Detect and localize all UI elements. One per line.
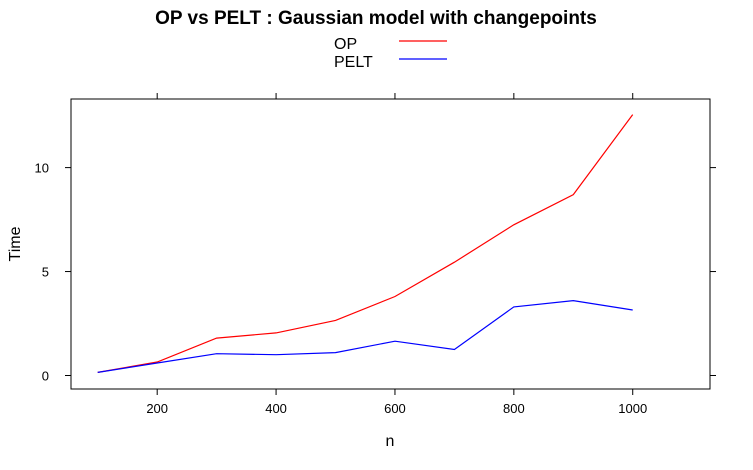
x-tick-label: 800 <box>503 401 525 416</box>
x-axis-label: n <box>386 433 395 450</box>
series-line-op <box>97 114 634 373</box>
x-tick-label: 400 <box>265 401 287 416</box>
y-tick-label: 0 <box>42 368 49 383</box>
y-tick-label: 10 <box>35 161 49 176</box>
y-tick-label: 5 <box>42 265 49 280</box>
legend-label-op: OP <box>334 36 357 53</box>
y-axis-label: Time <box>7 226 24 261</box>
x-tick-label: 600 <box>384 401 406 416</box>
x-tick-label: 1000 <box>618 401 647 416</box>
axis-ticks: 200 400 600 800 1000 0 5 10 <box>35 93 716 416</box>
plot-frame <box>70 98 711 390</box>
series-line-pelt <box>97 299 633 373</box>
x-tick-label: 200 <box>146 401 168 416</box>
legend-label-pelt: PELT <box>334 54 373 71</box>
chart-title: OP vs PELT : Gaussian model with changep… <box>155 8 597 29</box>
series-lines <box>97 114 634 373</box>
